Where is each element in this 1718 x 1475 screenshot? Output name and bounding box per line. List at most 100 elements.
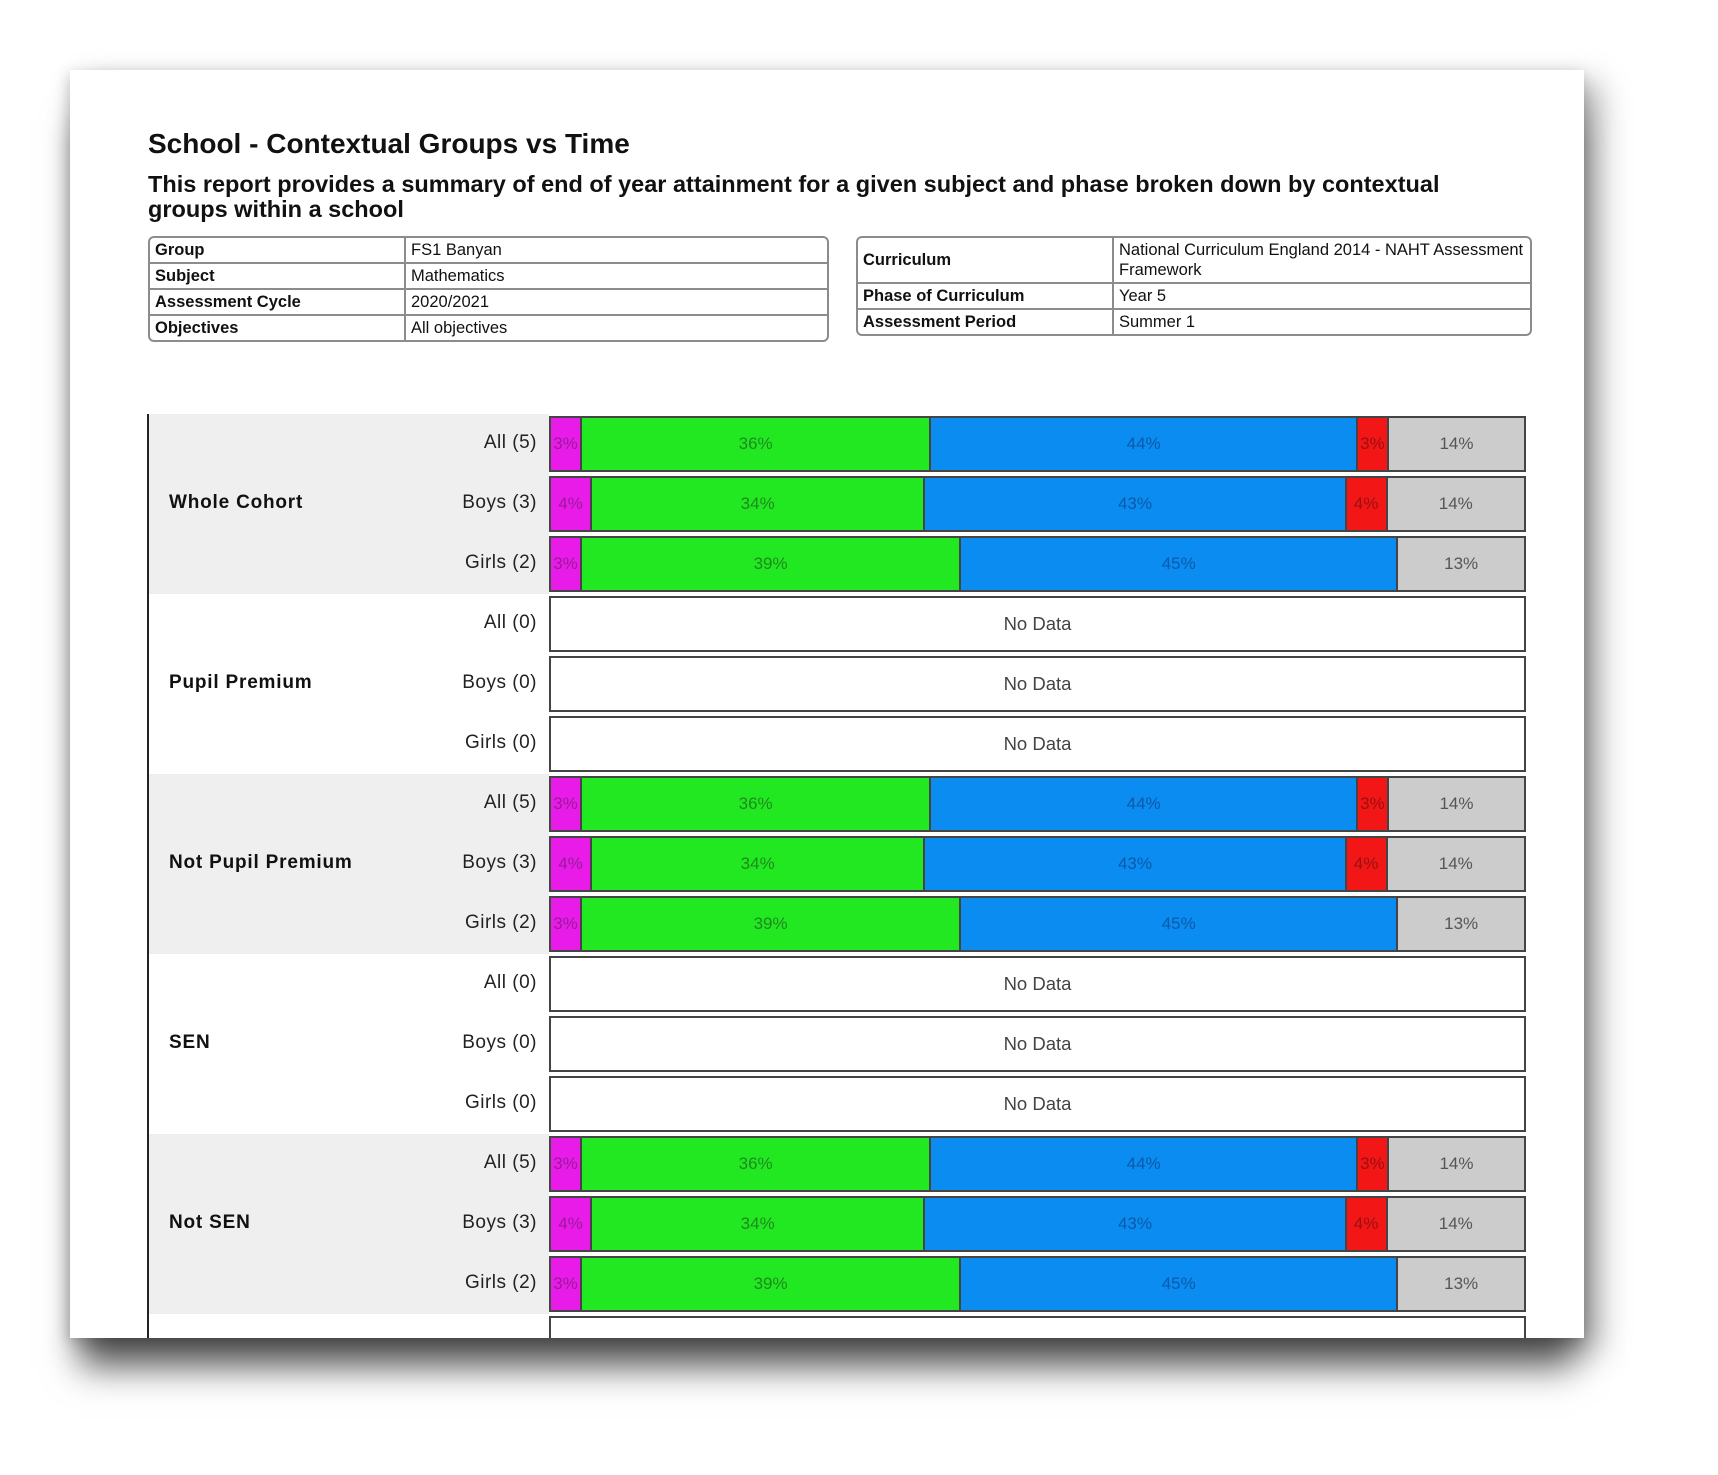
bar-segment: 4% <box>551 1198 592 1250</box>
report-page: School - Contextual Groups vs Time This … <box>70 70 1584 1338</box>
no-data-bar: No Data <box>549 656 1526 712</box>
row-label: All (0) <box>483 612 537 633</box>
row-label: Girls (0) <box>464 732 537 753</box>
bar-segment: 14% <box>1388 778 1524 830</box>
bar-segment: 4% <box>1346 478 1388 530</box>
no-data-bar: No Data <box>549 716 1526 772</box>
detail-value: Mathematics <box>406 264 827 290</box>
bar-segment: 3% <box>551 418 582 470</box>
bar-segment: 3% <box>1357 778 1389 830</box>
bar-segment: 14% <box>1387 838 1524 890</box>
group-name: Not SEN <box>169 1212 251 1233</box>
bar-segment: 45% <box>961 1258 1399 1310</box>
group-name: Pupil Premium <box>169 672 313 693</box>
row-label: Girls (2) <box>464 1272 537 1293</box>
detail-row-phase: Phase of Curriculum Year 5 <box>858 284 1530 310</box>
stacked-bar: 3% 36% 44% 3% 14% <box>549 776 1526 832</box>
bar-segment: 36% <box>581 418 932 470</box>
report-title: School - Contextual Groups vs Time <box>148 128 630 159</box>
detail-key: Curriculum <box>858 238 1114 284</box>
chart-group: Not SEN <box>149 1134 549 1314</box>
bar-segment: 14% <box>1388 418 1524 470</box>
row-label: All (5) <box>483 1152 537 1173</box>
bar-segment: 44% <box>931 418 1358 470</box>
bar-segment: 45% <box>961 538 1399 590</box>
attainment-stacked-bar-chart: Whole Cohort All (5) 3% 36% 44% 3% 14% Boys (3)… <box>147 414 1549 1338</box>
bar-segment: 14% <box>1387 1198 1524 1250</box>
chart-group: Not Pupil Premium <box>149 774 549 954</box>
bar-segment: 13% <box>1398 898 1524 950</box>
bar-segment: 13% <box>1398 538 1524 590</box>
group-name: Not Pupil Premium <box>169 852 353 873</box>
chart-group: SEN <box>149 954 549 1134</box>
detail-value: Summer 1 <box>1119 313 1196 331</box>
bar-segment: 43% <box>925 838 1347 890</box>
detail-key: Assessment Period <box>858 310 1114 334</box>
detail-row-subject: Subject Mathematics <box>150 264 827 290</box>
bar-segment: 3% <box>1357 418 1389 470</box>
stacked-bar: 3% 39% 45% 13% <box>549 1256 1526 1312</box>
bar-segment: 14% <box>1388 1138 1524 1190</box>
report-details-table: Group FS1 Banyan Subject Mathematics Ass… <box>148 236 829 342</box>
bar-segment: 3% <box>551 1258 583 1310</box>
bar-segment: 34% <box>591 1198 926 1250</box>
bar-segment: 36% <box>581 1138 932 1190</box>
no-data-bar: No Data <box>549 956 1526 1012</box>
row-label: Girls (2) <box>464 552 537 573</box>
bar-segment: 44% <box>931 778 1358 830</box>
detail-key: Group <box>150 238 406 264</box>
bar-segment: 43% <box>925 478 1347 530</box>
detail-row-assessment-period: Assessment Period Summer 1 <box>858 310 1530 334</box>
row-label: Boys (3) <box>462 852 537 873</box>
row-label: Boys (3) <box>462 492 537 513</box>
stacked-bar: 4% 34% 43% 4% 14% <box>549 1196 1526 1252</box>
stacked-bar: 4% 34% 43% 4% 14% <box>549 836 1526 892</box>
group-name: SEN <box>169 1032 211 1053</box>
chart-group: Pupil Premium <box>149 594 549 774</box>
detail-row-group: Group FS1 Banyan <box>150 238 827 264</box>
bar-segment: 14% <box>1387 478 1524 530</box>
no-data-bar: No Data <box>549 596 1526 652</box>
detail-value: National Curriculum England 2014 - NAHT … <box>1114 238 1530 284</box>
chart-group: Whole Cohort <box>149 414 549 594</box>
bar-segment: 3% <box>1357 1138 1389 1190</box>
row-label: Boys (0) <box>462 1032 537 1053</box>
detail-key: Objectives <box>150 316 406 340</box>
detail-value: 2020/2021 <box>406 290 827 316</box>
bar-segment: 13% <box>1398 1258 1524 1310</box>
no-data-bar <box>549 1316 1526 1338</box>
no-data-bar: No Data <box>549 1016 1526 1072</box>
detail-value: FS1 Banyan <box>406 238 827 264</box>
bar-segment: 3% <box>551 898 583 950</box>
detail-key: Assessment Cycle <box>150 290 406 316</box>
report-subtitle: This report provides a summary of end of… <box>148 171 1440 222</box>
row-label: Boys (3) <box>462 1212 537 1233</box>
row-label: Boys (0) <box>462 672 537 693</box>
detail-value: All objectives <box>411 319 508 337</box>
bar-segment: 39% <box>582 898 962 950</box>
bar-segment: 39% <box>582 538 962 590</box>
bar-segment: 34% <box>591 478 926 530</box>
bar-segment: 45% <box>961 898 1399 950</box>
row-label: Girls (0) <box>464 1092 537 1113</box>
detail-key: Phase of Curriculum <box>858 284 1114 310</box>
bar-segment: 39% <box>582 1258 962 1310</box>
row-label: Girls (2) <box>464 912 537 933</box>
row-label: All (0) <box>483 972 537 993</box>
stacked-bar: 4% 34% 43% 4% 14% <box>549 476 1526 532</box>
bar-segment: 4% <box>1346 1198 1388 1250</box>
bar-segment: 34% <box>591 838 926 890</box>
no-data-bar: No Data <box>549 1076 1526 1132</box>
stacked-bar: 3% 36% 44% 3% 14% <box>549 1136 1526 1192</box>
group-name: Whole Cohort <box>169 492 304 513</box>
bar-segment: 43% <box>925 1198 1347 1250</box>
stacked-bar: 3% 36% 44% 3% 14% <box>549 416 1526 472</box>
row-label: All (5) <box>483 432 537 453</box>
bar-segment: 4% <box>551 478 592 530</box>
detail-key: Subject <box>150 264 406 290</box>
chart-group <box>149 1314 549 1338</box>
detail-value: Year 5 <box>1114 284 1530 310</box>
detail-row-assessment-cycle: Assessment Cycle 2020/2021 <box>150 290 827 316</box>
row-label: All (5) <box>483 792 537 813</box>
stacked-bar: 3% 39% 45% 13% <box>549 896 1526 952</box>
